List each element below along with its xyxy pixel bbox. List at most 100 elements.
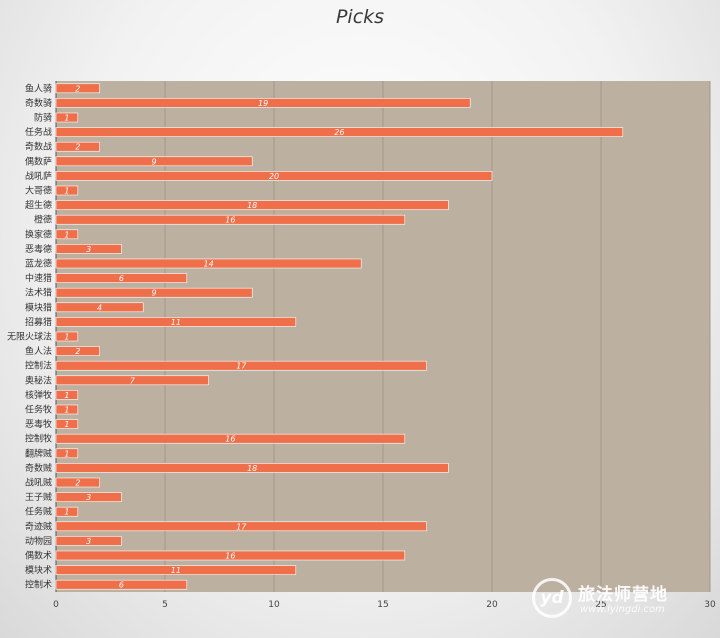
category-label: 动物园 <box>25 535 52 547</box>
category-label: 偶数萨 <box>25 155 52 167</box>
bar <box>55 433 406 444</box>
bar <box>55 258 362 269</box>
watermark: yd 旅法师营地 www.lyingdi.com <box>532 576 712 632</box>
data-label: 6 <box>119 274 124 283</box>
data-label: 3 <box>86 245 91 254</box>
category-label: 奇数战 <box>25 141 52 153</box>
bar <box>55 521 427 532</box>
data-label: 1 <box>64 449 69 458</box>
bar <box>55 477 100 488</box>
bar <box>55 302 144 313</box>
category-label: 控制牧 <box>25 433 52 445</box>
category-label: 恶毒德 <box>25 243 52 255</box>
category-label: 恶毒牧 <box>25 418 52 430</box>
data-label: 18 <box>247 201 257 210</box>
category-label: 模块术 <box>25 564 52 576</box>
watermark-url: www.lyingdi.com <box>580 604 665 615</box>
data-label: 1 <box>64 508 69 517</box>
data-label: 20 <box>269 172 279 181</box>
category-label: 奇迹贼 <box>25 520 52 532</box>
bars: 2191262920118161314694111217711116118231… <box>55 83 624 590</box>
bar <box>55 506 79 517</box>
data-label: 16 <box>225 216 235 225</box>
data-label: 2 <box>75 347 80 356</box>
data-label: 26 <box>334 128 344 137</box>
data-label: 6 <box>119 581 124 590</box>
category-label: 任务战 <box>25 126 52 138</box>
category-label: 大哥德 <box>25 185 52 197</box>
bar <box>55 141 100 152</box>
category-label: 招募猎 <box>25 316 52 328</box>
x-tick-label: 30 <box>704 600 716 610</box>
x-tick-label: 25 <box>595 600 606 610</box>
category-label: 换家德 <box>25 228 52 240</box>
data-label: 7 <box>130 376 136 385</box>
bar <box>55 404 79 415</box>
data-label: 19 <box>258 99 268 108</box>
bar <box>55 419 79 429</box>
data-label: 16 <box>225 435 235 444</box>
data-label: 1 <box>64 230 69 239</box>
data-label: 11 <box>171 566 181 575</box>
data-label: 1 <box>64 391 69 400</box>
data-label: 9 <box>152 157 157 166</box>
data-label: 2 <box>75 84 80 93</box>
x-axis-ticks: 0 5 10 15 20 25 30 <box>53 600 716 610</box>
data-label: 2 <box>75 479 80 488</box>
category-label: 战吼萨 <box>25 171 52 182</box>
x-tick-label: 10 <box>268 600 280 610</box>
category-label: 核弹牧 <box>25 389 52 401</box>
category-label: 鱼人法 <box>25 345 52 357</box>
category-label: 橙德 <box>34 214 52 226</box>
data-label: 1 <box>64 420 69 429</box>
category-label: 奇数骑 <box>25 97 52 109</box>
category-label: 奥秘法 <box>25 374 52 386</box>
bar <box>55 200 449 210</box>
data-label: 11 <box>171 318 181 327</box>
data-label: 1 <box>64 187 69 196</box>
bar <box>55 156 253 167</box>
data-label: 2 <box>75 143 80 152</box>
category-label: 任务贼 <box>25 506 52 518</box>
data-label: 4 <box>97 303 102 312</box>
bar <box>55 287 253 298</box>
bar <box>55 98 471 108</box>
category-label: 任务牧 <box>25 404 52 416</box>
bar <box>55 331 79 342</box>
data-label: 3 <box>86 493 91 502</box>
category-labels: 鱼人骑奇数骑防骑任务战奇数战偶数萨战吼萨大哥德超生德橙德换家德恶毒德蓝龙德中速猎… <box>7 82 52 590</box>
bar <box>55 360 427 371</box>
bar <box>55 214 406 225</box>
bar <box>55 171 493 181</box>
data-label: 14 <box>204 260 214 269</box>
category-label: 无限火球法 <box>7 331 52 343</box>
bar <box>55 492 122 502</box>
data-label: 3 <box>86 537 91 546</box>
data-label: 17 <box>236 522 247 531</box>
category-label: 翻牌贼 <box>25 447 52 459</box>
category-label: 奇数贼 <box>25 462 52 474</box>
bar <box>55 112 79 123</box>
data-label: 17 <box>236 362 247 371</box>
category-label: 控制法 <box>25 360 52 372</box>
bar <box>55 273 188 283</box>
category-label: 偶数术 <box>25 550 52 562</box>
category-label: 防骑 <box>34 112 52 124</box>
chart-title: Picks <box>335 6 385 28</box>
bar <box>55 244 122 254</box>
category-label: 战吼贼 <box>25 477 52 489</box>
data-label: 1 <box>64 406 69 415</box>
bar <box>55 550 406 561</box>
bar <box>55 448 79 459</box>
bar <box>55 127 624 137</box>
category-label: 法术猎 <box>25 287 52 299</box>
category-label: 鱼人骑 <box>25 82 52 94</box>
bar <box>55 83 100 94</box>
category-label: 蓝龙德 <box>25 258 52 270</box>
bar <box>55 375 209 386</box>
category-label: 中速猎 <box>25 272 52 284</box>
watermark-logo-icon: yd <box>532 578 572 618</box>
data-label: 18 <box>247 464 257 473</box>
bar <box>55 463 449 473</box>
